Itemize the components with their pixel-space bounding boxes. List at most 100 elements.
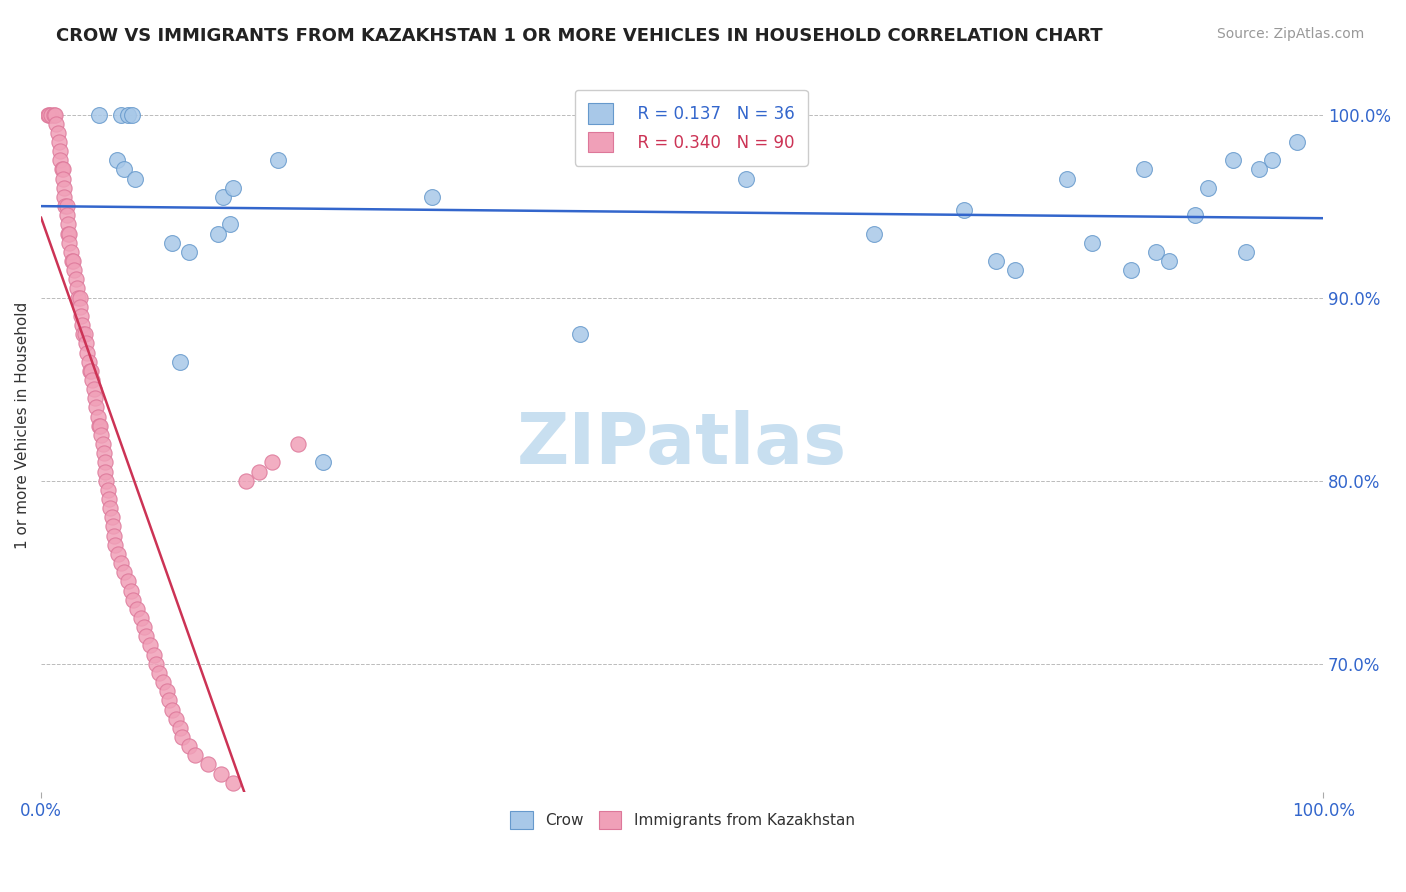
Point bbox=[70, 318, 93, 332]
Point bbox=[96, 474, 118, 488]
Point bbox=[114, 566, 136, 580]
Point bbox=[105, 153, 128, 168]
Point bbox=[53, 190, 76, 204]
Point bbox=[84, 401, 107, 415]
Point bbox=[69, 300, 91, 314]
Point bbox=[49, 153, 72, 168]
Point bbox=[49, 144, 72, 158]
Point bbox=[97, 483, 120, 497]
Point bbox=[107, 547, 129, 561]
Point bbox=[93, 446, 115, 460]
Point bbox=[177, 244, 200, 259]
Point bbox=[53, 180, 76, 194]
Point bbox=[247, 465, 270, 479]
Point bbox=[52, 171, 75, 186]
Point bbox=[58, 227, 80, 241]
Point bbox=[160, 235, 183, 250]
Point bbox=[70, 309, 93, 323]
Point bbox=[42, 107, 65, 121]
Point bbox=[117, 574, 139, 589]
Point bbox=[139, 639, 162, 653]
Point bbox=[735, 171, 758, 186]
Point bbox=[89, 418, 111, 433]
Y-axis label: 1 or more Vehicles in Household: 1 or more Vehicles in Household bbox=[15, 302, 30, 549]
Point bbox=[69, 291, 91, 305]
Point bbox=[110, 107, 132, 121]
Point bbox=[212, 190, 235, 204]
Point bbox=[145, 657, 167, 671]
Point bbox=[101, 519, 124, 533]
Point bbox=[37, 107, 59, 121]
Point bbox=[103, 528, 125, 542]
Point bbox=[1247, 162, 1270, 177]
Point bbox=[121, 107, 143, 121]
Point bbox=[157, 693, 180, 707]
Point bbox=[1234, 244, 1257, 259]
Point bbox=[218, 218, 240, 232]
Point bbox=[142, 648, 165, 662]
Point bbox=[104, 538, 127, 552]
Point bbox=[1184, 208, 1206, 222]
Point bbox=[152, 675, 174, 690]
Point bbox=[235, 474, 257, 488]
Point bbox=[80, 364, 103, 378]
Point bbox=[52, 162, 75, 177]
Point bbox=[124, 171, 146, 186]
Point bbox=[63, 263, 86, 277]
Point bbox=[127, 602, 149, 616]
Point bbox=[67, 291, 90, 305]
Point bbox=[420, 190, 443, 204]
Point bbox=[197, 757, 219, 772]
Point bbox=[55, 199, 77, 213]
Point bbox=[66, 281, 89, 295]
Point bbox=[73, 327, 96, 342]
Point bbox=[58, 235, 80, 250]
Point bbox=[169, 354, 191, 368]
Point bbox=[207, 227, 229, 241]
Point bbox=[60, 254, 83, 268]
Text: CROW VS IMMIGRANTS FROM KAZAKHSTAN 1 OR MORE VEHICLES IN HOUSEHOLD CORRELATION C: CROW VS IMMIGRANTS FROM KAZAKHSTAN 1 OR … bbox=[56, 27, 1102, 45]
Point bbox=[41, 107, 63, 121]
Point bbox=[82, 373, 104, 387]
Point bbox=[1119, 263, 1142, 277]
Point bbox=[48, 135, 70, 149]
Point bbox=[169, 721, 191, 735]
Point bbox=[156, 684, 179, 698]
Point bbox=[77, 354, 100, 368]
Point bbox=[863, 227, 886, 241]
Point bbox=[1261, 153, 1284, 168]
Point bbox=[46, 126, 69, 140]
Point bbox=[94, 455, 117, 469]
Point bbox=[87, 107, 110, 121]
Point bbox=[177, 739, 200, 754]
Point bbox=[953, 202, 976, 217]
Point bbox=[184, 748, 207, 763]
Point bbox=[287, 437, 309, 451]
Point bbox=[267, 153, 290, 168]
Point bbox=[148, 665, 170, 680]
Point bbox=[55, 208, 77, 222]
Point bbox=[86, 409, 108, 424]
Point bbox=[1222, 153, 1244, 168]
Point bbox=[56, 227, 79, 241]
Point bbox=[110, 556, 132, 570]
Text: Source: ZipAtlas.com: Source: ZipAtlas.com bbox=[1216, 27, 1364, 41]
Point bbox=[45, 117, 67, 131]
Legend: Crow, Immigrants from Kazakhstan: Crow, Immigrants from Kazakhstan bbox=[503, 805, 860, 836]
Point bbox=[135, 629, 157, 643]
Point bbox=[90, 428, 112, 442]
Point bbox=[312, 455, 335, 469]
Point bbox=[62, 254, 84, 268]
Point bbox=[98, 501, 121, 516]
Point bbox=[172, 730, 194, 744]
Point bbox=[568, 327, 591, 342]
Point bbox=[79, 364, 101, 378]
Point bbox=[120, 583, 142, 598]
Point bbox=[1132, 162, 1154, 177]
Point bbox=[1146, 244, 1168, 259]
Point bbox=[44, 107, 66, 121]
Point bbox=[84, 392, 107, 406]
Point bbox=[55, 199, 77, 213]
Point bbox=[94, 465, 117, 479]
Point bbox=[260, 455, 283, 469]
